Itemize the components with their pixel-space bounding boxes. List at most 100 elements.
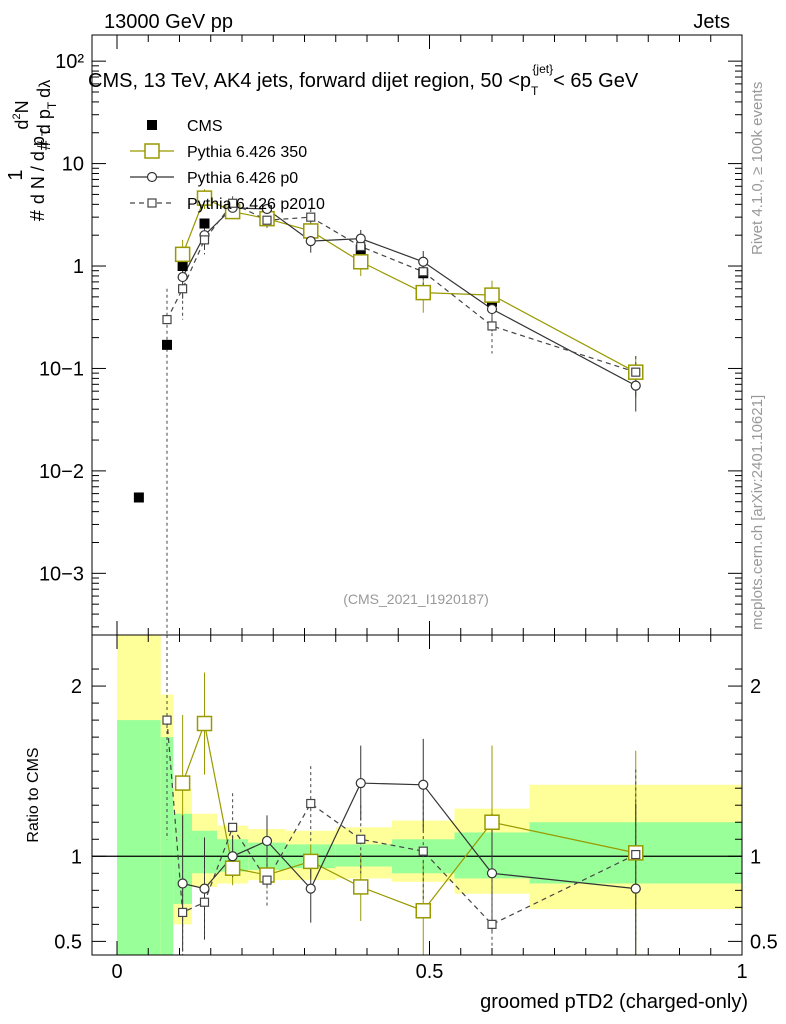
ratio-point-pythia-6-426-p0 [199, 883, 210, 894]
ratio-point-pythia-6-426-p2010 [162, 715, 172, 725]
data-point-cms [177, 261, 188, 272]
uncertainty-band-inner [117, 720, 161, 955]
legend-marker [144, 143, 160, 159]
ratio-point-pythia-6-426-p2010 [178, 907, 188, 918]
ratio-point-pythia-6-426-350 [415, 902, 431, 919]
ratio-point-pythia-6-426-350 [174, 775, 191, 791]
data-point-pythia-6-426-350 [174, 246, 191, 263]
y-tick-label: 10 [62, 154, 84, 176]
data-point-pythia-6-426-p2010 [418, 267, 428, 277]
data-point-pythia-6-426-350 [353, 254, 369, 270]
ratio-y-tick-label-right: 2 [750, 676, 761, 698]
ratio-point-pythia-6-426-p2010 [631, 849, 641, 860]
ratio-point-pythia-6-426-p2010 [356, 834, 366, 844]
uncertainty-band-inner [160, 737, 174, 955]
legend-label: Pythia 6.426 350 [187, 144, 307, 161]
series-line-pythia-6-426-p2010 [166, 202, 636, 373]
ratio-point-pythia-6-426-350 [196, 715, 213, 732]
data-point-pythia-6-426-p0 [630, 380, 641, 391]
main-title-text: CMS, 13 TeV, AK4 jets, forward dijet reg… [88, 70, 531, 92]
data-point-pythia-6-426-p0 [486, 303, 498, 315]
data-point-pythia-6-426-p2010 [162, 314, 172, 325]
uncertainty-band-inner [335, 844, 392, 867]
main-title-sup: {jet} [532, 62, 553, 76]
ratio-y-tick-label-right: 0.5 [750, 931, 778, 953]
y-tick-label: 10−1 [39, 358, 84, 380]
ratio-panel: 0.5 0.51 12 2 0 0.5 1 Ratio to CMS groomed pT… [25, 634, 778, 1013]
data-point-pythia-6-426-p2010 [631, 367, 641, 377]
ratio-point-pythia-6-426-p2010 [418, 846, 428, 856]
ratio-point-pythia-6-426-p0 [227, 851, 238, 862]
ratio-frame [91, 634, 743, 956]
ratio-point-pythia-6-426-p0 [630, 883, 641, 894]
ratio-point-pythia-6-426-350 [224, 860, 241, 876]
header-left: 13000 GeV pp [104, 11, 233, 33]
ratio-point-pythia-6-426-350 [353, 879, 369, 895]
y-axis-label: #d N / d pT [27, 128, 53, 221]
data-point-cms [133, 492, 144, 503]
data-point-pythia-6-426-p2010 [228, 198, 238, 208]
legend-marker [147, 120, 157, 130]
series-line-pythia-6-426-350 [182, 197, 637, 373]
data-point-pythia-6-426-p2010 [356, 241, 366, 252]
ratio-line-pythia-6-426-p2010 [166, 720, 637, 926]
legend-label: Pythia 6.426 p2010 [187, 196, 325, 213]
ratio-point-pythia-6-426-p0 [486, 868, 498, 879]
data-point-pythia-6-426-p2010 [306, 212, 316, 222]
x-axis-label: groomed pTD2 (charged-only) [480, 991, 748, 1013]
ratio-y-tick-label: 2 [71, 676, 82, 698]
data-point-pythia-6-426-p2010 [178, 284, 188, 294]
ratio-point-pythia-6-426-p0 [305, 883, 316, 894]
data-point-pythia-6-426-p2010 [199, 235, 210, 245]
svg-text:1: 1 [5, 169, 27, 180]
legend-marker [146, 171, 158, 183]
data-point-pythia-6-426-p2010 [487, 321, 497, 331]
ratio-point-pythia-6-426-p2010 [199, 897, 210, 907]
series-line-pythia-6-426-p0 [182, 207, 637, 387]
ratio-y-tick-label-right: 1 [750, 846, 761, 868]
y-axis-label-right: #d pTdλ [34, 80, 59, 150]
data-point-pythia-6-426-p2010 [262, 215, 272, 225]
data-point-pythia-6-426-p0 [305, 236, 316, 247]
ratio-y-tick-label: 0.5 [54, 931, 82, 953]
main-panel: CMS, 13 TeV, AK4 jets, forward dijet reg… [5, 34, 743, 636]
ratio-point-pythia-6-426-p0 [418, 779, 429, 790]
data-point-cms [199, 218, 210, 229]
ratio-point-pythia-6-426-p0 [261, 835, 273, 847]
y-tick-label: 1 [73, 256, 84, 278]
data-point-pythia-6-426-350 [484, 287, 500, 303]
svg-text:#d pTdλ: #d pTdλ [34, 80, 59, 150]
mcplots-label: mcplots.cern.ch [arXiv:2401.10621] [749, 395, 766, 630]
y-axis-label-numerator: 1 [5, 169, 27, 180]
main-title: CMS, 13 TeV, AK4 jets, forward dijet reg… [88, 62, 639, 98]
y-tick-label: 10−2 [39, 461, 84, 483]
header-right: Jets [693, 11, 730, 33]
main-title-sub: T [531, 84, 539, 98]
y-tick-label: 10² [55, 51, 84, 73]
y-tick-label: 10−3 [39, 563, 84, 585]
data-point-pythia-6-426-350 [415, 284, 431, 301]
ratio-point-pythia-6-426-p0 [177, 878, 188, 889]
data-point-pythia-6-426-p0 [355, 233, 366, 244]
legend-label: Pythia 6.426 p0 [187, 170, 298, 187]
legend: CMS Pythia 6.426 350 Pythia 6.426 p0 Pythia… [130, 118, 325, 213]
x-tick-label: 0.5 [416, 961, 444, 983]
data-point-pythia-6-426-p0 [418, 256, 429, 267]
ratio-point-pythia-6-426-350 [484, 814, 500, 830]
ratio-y-label: Ratio to CMS [25, 747, 42, 842]
data-point-pythia-6-426-350 [303, 223, 319, 239]
ratio-point-pythia-6-426-p2010 [262, 875, 272, 885]
data-point-pythia-6-426-p0 [261, 203, 273, 215]
rivet-label: Rivet 4.1.0, ≥ 100k events [749, 82, 766, 255]
ratio-y-tick-label: 1 [71, 846, 82, 868]
ratio-point-pythia-6-426-p2010 [487, 919, 497, 929]
ratio-point-pythia-6-426-p2010 [228, 822, 238, 832]
svg-text:d2N: d2N [11, 100, 32, 129]
x-tick-label: 1 [736, 961, 747, 983]
data-point-pythia-6-426-p0 [177, 271, 188, 283]
x-tick-label: 0 [111, 961, 122, 983]
ratio-point-pythia-6-426-p0 [355, 777, 366, 789]
legend-label: CMS [187, 118, 223, 135]
main-title-tail: < 65 GeV [553, 70, 639, 92]
